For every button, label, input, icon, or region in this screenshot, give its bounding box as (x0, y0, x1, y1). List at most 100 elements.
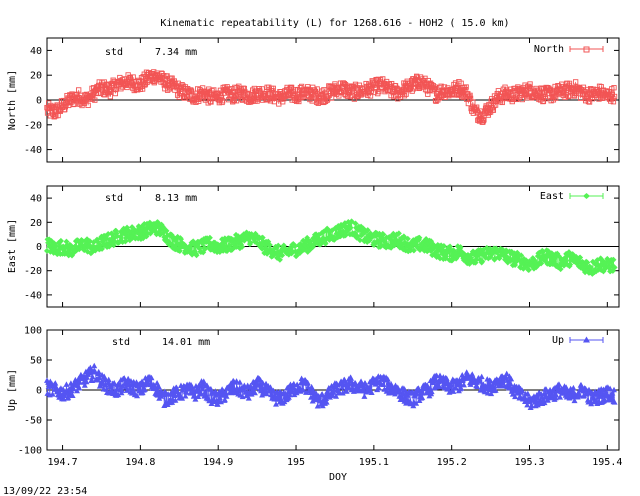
up-ylabel: Up [mm] (7, 369, 18, 411)
east-yticks: -40 -20 0 20 40 (24, 186, 619, 307)
data-point (552, 95, 559, 101)
data-point (338, 90, 345, 96)
data-point (121, 375, 128, 381)
data-point (87, 364, 94, 371)
data-point (127, 74, 133, 80)
data-point (444, 386, 451, 392)
data-point (534, 394, 541, 401)
data-point (199, 85, 206, 91)
data-point (259, 379, 266, 386)
data-point (500, 90, 506, 96)
y-tick-label: 0 (36, 386, 42, 397)
data-point (407, 85, 414, 91)
data-point (352, 81, 359, 88)
data-point (503, 370, 510, 377)
data-point (406, 398, 413, 404)
east-legend-label: East (540, 191, 564, 202)
data-point (335, 85, 341, 91)
y-tick-label: -50 (24, 416, 42, 427)
data-point (206, 86, 212, 92)
data-point (239, 243, 246, 250)
data-point (51, 114, 57, 120)
data-point (329, 392, 336, 398)
data-point (212, 392, 219, 398)
data-point (172, 397, 179, 403)
data-point (47, 113, 53, 119)
data-point (309, 398, 316, 404)
data-point (267, 384, 274, 390)
data-point (217, 398, 224, 405)
data-point (492, 255, 499, 262)
data-point (197, 390, 204, 397)
data-point (458, 385, 465, 391)
data-point (347, 224, 354, 231)
data-point (273, 401, 280, 407)
up-yticks: -100 -50 0 50 100 (18, 326, 619, 457)
data-point (492, 387, 499, 393)
data-point (191, 391, 198, 398)
data-point (127, 75, 134, 81)
data-point (431, 85, 438, 92)
data-point (585, 98, 592, 105)
data-point (263, 390, 270, 397)
data-point (570, 384, 577, 391)
data-point (352, 220, 359, 227)
data-point (179, 395, 186, 401)
data-point (565, 85, 571, 91)
data-point (331, 90, 337, 97)
data-point (424, 88, 430, 94)
x-tick-label: 195.2 (437, 457, 467, 468)
data-point (76, 379, 83, 385)
data-point (184, 93, 190, 100)
data-point (223, 393, 230, 399)
data-point (433, 98, 439, 104)
data-point (288, 388, 295, 395)
data-point (441, 84, 448, 90)
data-point (57, 237, 64, 244)
data-point (400, 86, 406, 92)
data-point (63, 238, 70, 245)
data-point (345, 93, 351, 99)
data-point (333, 393, 340, 399)
east-std-label: std (105, 193, 123, 204)
up-std-value: 14.01 mm (162, 337, 210, 348)
data-point (115, 391, 122, 398)
data-point (85, 102, 91, 109)
data-point (266, 242, 273, 249)
data-point (70, 385, 77, 392)
data-point (302, 90, 309, 96)
data-point (301, 94, 307, 100)
data-point (474, 104, 480, 110)
data-point (219, 99, 225, 106)
data-point (508, 375, 515, 382)
data-point (212, 388, 219, 394)
y-tick-label: 40 (30, 194, 42, 205)
y-tick-label: -20 (24, 266, 42, 277)
data-point (542, 96, 549, 102)
data-point (341, 83, 347, 89)
data-point (460, 381, 467, 388)
data-point (428, 388, 435, 395)
data-point (569, 85, 575, 91)
data-point (241, 85, 247, 92)
data-point (52, 243, 59, 250)
data-point (440, 243, 447, 250)
data-point (361, 393, 368, 399)
data-point (314, 86, 320, 92)
data-point (513, 96, 519, 102)
north-legend-label: North (534, 44, 564, 55)
data-point (202, 390, 209, 397)
data-point (489, 383, 496, 389)
y-tick-label: -40 (24, 145, 42, 156)
data-point (148, 374, 155, 381)
data-point (343, 388, 350, 394)
data-point (63, 381, 70, 387)
data-point (606, 88, 612, 95)
data-point (229, 382, 236, 388)
data-point (356, 237, 363, 244)
data-point (134, 392, 141, 399)
data-point (611, 93, 618, 100)
data-point (478, 373, 485, 380)
x-tick-label: 194.8 (125, 457, 155, 468)
data-point (368, 88, 374, 94)
